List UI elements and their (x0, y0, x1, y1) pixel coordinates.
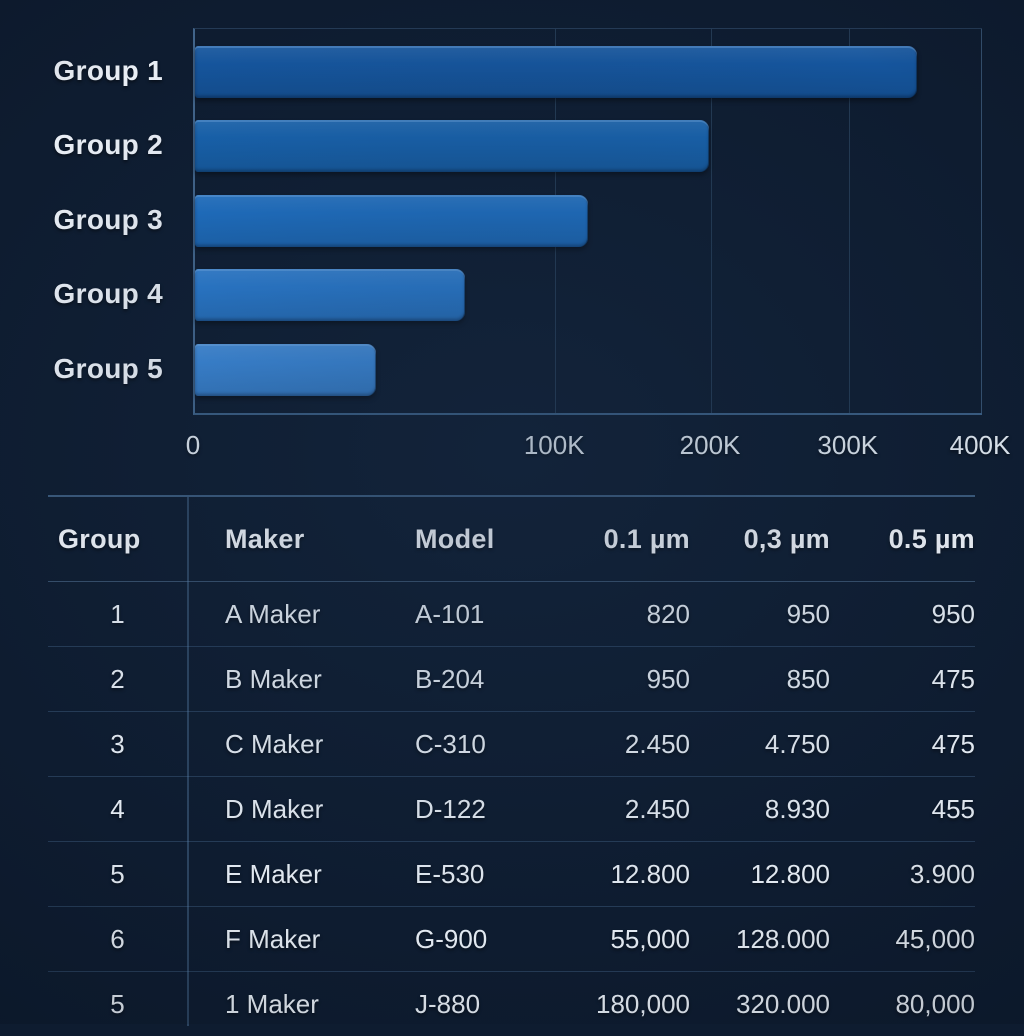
chart-bar (195, 46, 917, 98)
table-cell: 475 (931, 728, 975, 759)
table-cell: E Maker (225, 858, 322, 889)
table-cell: F Maker (225, 923, 321, 954)
x-tick-label: 200K (679, 430, 741, 460)
table-cell: B-204 (415, 663, 485, 694)
table-cell: 475 (931, 663, 975, 694)
table-cell: 5 (110, 988, 125, 1019)
table-cell: 2.450 (624, 728, 690, 759)
chart-category-label: Group 5 (53, 352, 163, 384)
table-cell: 128.000 (736, 923, 830, 954)
table-cell: 950 (931, 598, 975, 629)
chart-bar (195, 194, 588, 247)
chart-bar (195, 269, 465, 322)
table-cell: 2 (110, 663, 125, 694)
table-cell: 180,000 (596, 988, 690, 1019)
chart-category-label: Group 2 (53, 129, 163, 161)
table-header-cell: Group (58, 523, 141, 554)
table-cell: 850 (786, 663, 830, 694)
bar-chart-section: Group 1 Group 2 Group 3 Group 4 Group 5 0 100… (0, 0, 1024, 470)
chart-bar (195, 120, 709, 173)
table-cell: D-122 (415, 793, 486, 824)
chart-category-label: Group 3 (53, 203, 163, 235)
table-cell: 55,000 (610, 923, 690, 954)
table-header-cell: Maker (225, 523, 305, 554)
table-cell: C Maker (225, 728, 324, 759)
table-cell: 4.750 (764, 728, 830, 759)
table-cell: 8.930 (764, 793, 830, 824)
table-cell: B Maker (225, 663, 322, 694)
x-tick-label: 400K (949, 430, 1011, 460)
table-cell: A Maker (225, 598, 321, 629)
gridline (981, 29, 982, 413)
table-cell: 2.450 (624, 793, 690, 824)
table-cell: 5 (110, 858, 125, 889)
chart-plot-area (193, 28, 982, 415)
table-cell: 12.800 (610, 858, 690, 889)
table-header-cell: 0.5 µm (888, 523, 975, 554)
x-tick-label: 100K (523, 430, 585, 460)
x-tick-label: 300K (817, 430, 879, 460)
table-cell: 45,000 (895, 923, 975, 954)
table-cell: 950 (786, 598, 830, 629)
table-cell: 820 (646, 598, 690, 629)
table-cell: D Maker (225, 793, 324, 824)
table-header-cell: Model (415, 523, 495, 554)
table-cell: 1 Maker (225, 988, 319, 1019)
table-cell: 1 (110, 598, 125, 629)
x-tick-label: 0 (185, 430, 201, 460)
table-cell: 455 (931, 793, 975, 824)
table-cell: 320.000 (736, 988, 830, 1019)
table-cell: 12.800 (750, 858, 830, 889)
table-cell: 950 (646, 663, 690, 694)
table-cell: 80,000 (895, 988, 975, 1019)
chart-category-label: Group 4 (53, 278, 163, 310)
group-column-divider (187, 497, 189, 1026)
table-header-cell: 0.1 µm (603, 523, 690, 554)
table-cell: 3.900 (909, 858, 975, 889)
table-cell: 4 (110, 793, 125, 824)
table-cell: 6 (110, 923, 125, 954)
table-header-cell: 0,3 µm (743, 523, 830, 554)
table-cell: J-880 (415, 988, 481, 1019)
table-cell: A-101 (415, 598, 485, 629)
chart-category-label: Group 1 (53, 55, 163, 86)
chart-bar (195, 343, 376, 396)
table-cell: 3 (110, 728, 125, 759)
table-cell: G-900 (415, 923, 488, 954)
table-cell: C-310 (415, 728, 486, 759)
table-cell: E-530 (415, 858, 485, 889)
spec-table-section: Group Maker Model 0.1 µm 0,3 µm 0.5 µm 1 A Make… (48, 495, 975, 1036)
